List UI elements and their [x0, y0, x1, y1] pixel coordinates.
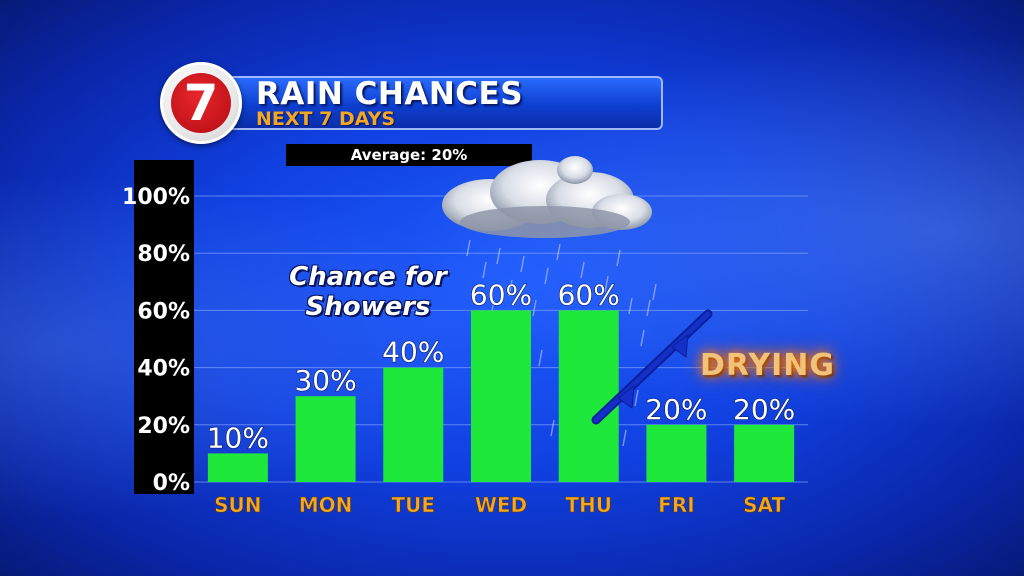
bar-sat	[734, 424, 795, 482]
rain-streak	[622, 429, 627, 447]
bars	[207, 310, 795, 482]
rain-streak	[466, 239, 471, 257]
rain-streak	[568, 289, 573, 307]
rain-streak	[544, 267, 549, 285]
rain-streak	[520, 255, 525, 273]
value-labels: 10% 30% 40% 60% 60% 20% 20%	[206, 278, 796, 455]
value-label-wed: 60%	[470, 278, 532, 311]
value-label-mon: 30%	[294, 364, 356, 397]
header-banner	[200, 76, 663, 130]
category-labels: SUN MON TUE WED THU FRI SAT	[214, 493, 786, 518]
value-label-fri: 20%	[645, 393, 707, 426]
y-axis-strip	[134, 160, 194, 494]
category-label-wed: WED	[475, 493, 527, 517]
cold-front-icon	[591, 309, 713, 425]
category-label-sun: SUN	[214, 493, 261, 517]
rain-streak	[634, 389, 639, 407]
y-tick-label: 0%	[153, 471, 190, 496]
rain-streak	[604, 275, 609, 293]
value-label-tue: 40%	[382, 336, 444, 369]
rain-streak	[556, 243, 561, 261]
category-label-sat: SAT	[743, 493, 785, 517]
showers-line1: Chance for	[289, 262, 447, 292]
y-tick-label: 20%	[137, 414, 190, 439]
bar-fri	[646, 424, 707, 482]
rain-streak	[640, 329, 645, 347]
rain-streak	[550, 419, 555, 437]
rain-streak	[652, 283, 657, 301]
rain-streak	[482, 261, 487, 279]
value-label-sun: 10%	[207, 421, 269, 454]
category-label-tue: TUE	[392, 493, 436, 517]
y-tick-label: 60%	[137, 299, 190, 324]
rain-streak	[532, 299, 537, 317]
page-subtitle: NEXT 7 DAYS	[256, 108, 396, 130]
y-tick-label: 80%	[137, 242, 190, 267]
page-title: RAIN CHANCES	[256, 76, 524, 112]
bar-wed	[471, 310, 531, 482]
showers-line2: Showers	[305, 292, 431, 322]
logo-number: 7	[171, 73, 231, 133]
y-axis-ticks: 0% 20% 40% 60% 80% 100%	[122, 185, 190, 496]
cloud-rain-icon	[442, 156, 652, 238]
bar-thu	[558, 310, 619, 482]
average-label: Average: 20%	[286, 144, 532, 166]
value-label-sat: 20%	[733, 393, 795, 426]
station-logo: 7	[160, 62, 242, 144]
value-label-thu: 60%	[558, 278, 620, 311]
category-label-thu: THU	[565, 493, 612, 517]
rain-streak	[538, 349, 543, 367]
category-label-mon: MON	[299, 493, 353, 517]
rain-streak	[580, 261, 585, 279]
rain-streak	[646, 299, 651, 317]
rain-streak	[616, 249, 621, 267]
bar-mon	[295, 396, 356, 482]
category-label-fri: FRI	[658, 493, 695, 517]
showers-annotation: Chance for Showers	[268, 262, 468, 322]
rain-streak	[628, 297, 633, 315]
y-tick-label: 40%	[137, 357, 190, 382]
bar-tue	[383, 367, 444, 482]
y-tick-label: 100%	[122, 185, 190, 210]
rain-streak	[508, 279, 513, 297]
drying-annotation: DRYING	[700, 348, 835, 383]
rain-streak	[496, 247, 501, 265]
bar-sun	[207, 453, 268, 482]
